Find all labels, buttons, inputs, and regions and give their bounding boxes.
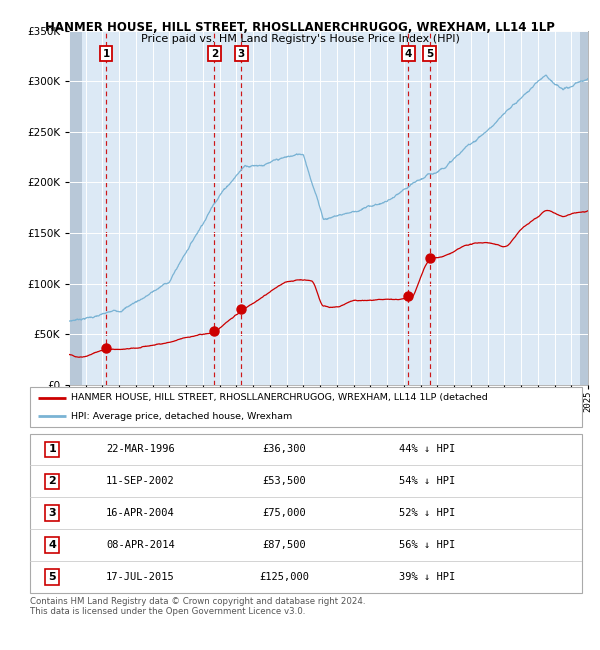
Text: 39% ↓ HPI: 39% ↓ HPI — [400, 572, 455, 582]
Text: 3: 3 — [238, 49, 245, 58]
Text: 16-APR-2004: 16-APR-2004 — [106, 508, 175, 518]
Text: £75,000: £75,000 — [262, 508, 306, 518]
Text: 4: 4 — [404, 49, 412, 58]
Text: HPI: Average price, detached house, Wrexham: HPI: Average price, detached house, Wrex… — [71, 411, 293, 421]
Text: £125,000: £125,000 — [259, 572, 309, 582]
Text: 52% ↓ HPI: 52% ↓ HPI — [400, 508, 455, 518]
FancyBboxPatch shape — [30, 434, 582, 593]
Text: 5: 5 — [426, 49, 433, 58]
Text: £53,500: £53,500 — [262, 476, 306, 486]
Text: 1: 1 — [48, 445, 56, 454]
Text: 54% ↓ HPI: 54% ↓ HPI — [400, 476, 455, 486]
Text: 3: 3 — [48, 508, 56, 518]
Text: Contains HM Land Registry data © Crown copyright and database right 2024.
This d: Contains HM Land Registry data © Crown c… — [30, 597, 365, 616]
Text: Price paid vs. HM Land Registry's House Price Index (HPI): Price paid vs. HM Land Registry's House … — [140, 34, 460, 44]
Text: 44% ↓ HPI: 44% ↓ HPI — [400, 445, 455, 454]
Text: 4: 4 — [48, 540, 56, 550]
Text: 17-JUL-2015: 17-JUL-2015 — [106, 572, 175, 582]
Text: £36,300: £36,300 — [262, 445, 306, 454]
FancyBboxPatch shape — [30, 387, 582, 427]
Text: 56% ↓ HPI: 56% ↓ HPI — [400, 540, 455, 550]
Text: HANMER HOUSE, HILL STREET, RHOSLLANERCHRUGOG, WREXHAM, LL14 1LP: HANMER HOUSE, HILL STREET, RHOSLLANERCHR… — [45, 21, 555, 34]
Text: 11-SEP-2002: 11-SEP-2002 — [106, 476, 175, 486]
Text: 2: 2 — [48, 476, 56, 486]
Text: 1: 1 — [103, 49, 110, 58]
Text: HANMER HOUSE, HILL STREET, RHOSLLANERCHRUGOG, WREXHAM, LL14 1LP (detached: HANMER HOUSE, HILL STREET, RHOSLLANERCHR… — [71, 393, 488, 402]
Text: 08-APR-2014: 08-APR-2014 — [106, 540, 175, 550]
Text: 5: 5 — [48, 572, 56, 582]
Text: 2: 2 — [211, 49, 218, 58]
Text: 22-MAR-1996: 22-MAR-1996 — [106, 445, 175, 454]
Text: £87,500: £87,500 — [262, 540, 306, 550]
